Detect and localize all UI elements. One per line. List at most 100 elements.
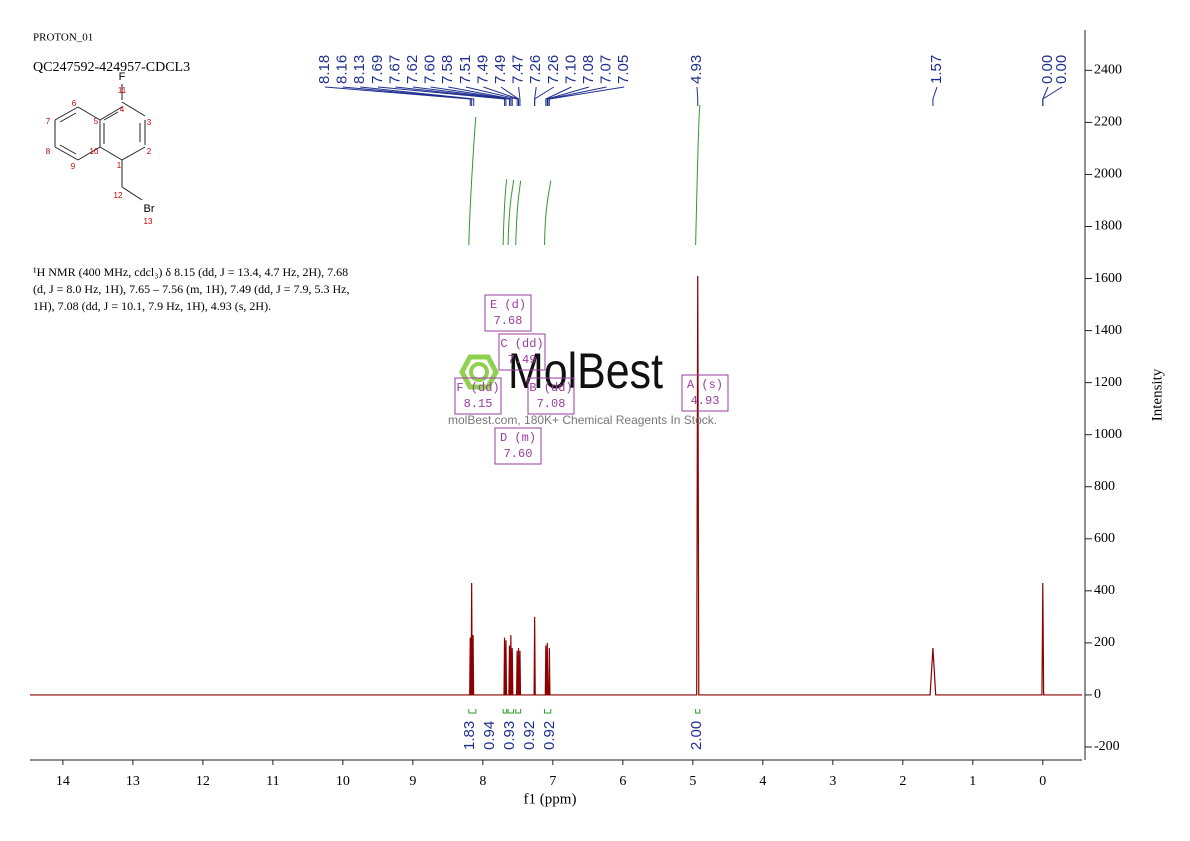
peak-label: 7.08	[580, 55, 597, 84]
sample-name: QC247592-424957-CDCL3	[33, 60, 190, 75]
multiplet-name: C (dd)	[500, 337, 543, 351]
x-tick-label: 8	[479, 774, 486, 789]
peak-label: 7.26	[527, 55, 544, 84]
peak-leader	[534, 86, 555, 106]
peak-label: 8.18	[316, 55, 333, 84]
integral-curve	[502, 179, 508, 246]
x-tick-label: 11	[266, 774, 279, 789]
atom-label: 5	[94, 117, 99, 126]
nmr-description: (d, J = 8.0 Hz, 1H), 7.65 – 7.56 (m, 1H)…	[33, 282, 350, 296]
integral-label: 0.92	[521, 721, 538, 750]
multiplet-name: D (m)	[500, 431, 536, 445]
watermark-logo-icon	[459, 354, 499, 390]
integral-label: 0.94	[481, 721, 498, 750]
atom-label: Br	[144, 203, 155, 215]
peak-leader	[545, 86, 572, 106]
multiplet-name: A (s)	[687, 378, 723, 392]
atom-label: 4	[120, 105, 125, 114]
peak-leader	[696, 86, 699, 106]
integral-curve	[695, 104, 701, 246]
atom-label: F	[119, 71, 126, 83]
multiplet-shift: 4.93	[691, 394, 720, 408]
integral-curve	[515, 180, 522, 246]
atom-label: 12	[114, 191, 123, 200]
multiplet-box	[484, 294, 532, 332]
x-tick-label: 6	[619, 774, 626, 789]
integral-bracket	[468, 709, 477, 714]
y-tick-label: 400	[1094, 583, 1115, 598]
peak-leader	[448, 86, 513, 106]
peak-label: 7.49	[474, 55, 491, 84]
peak-leader	[548, 86, 625, 106]
y-tick-label: 1200	[1094, 375, 1122, 390]
multiplet-box	[498, 333, 546, 371]
integral-bracket	[507, 709, 515, 714]
peak-label: 7.07	[598, 55, 615, 84]
integral-bracket	[502, 709, 508, 714]
x-axis-label: f1 (ppm)	[524, 791, 577, 807]
peak-label: 1.57	[928, 55, 945, 84]
peak-leader	[518, 86, 521, 106]
peak-label: 7.47	[510, 55, 527, 84]
x-tick-label: 13	[126, 774, 140, 789]
atom-label: 10	[90, 147, 99, 156]
y-tick-label: 200	[1094, 635, 1115, 650]
x-tick-label: 0	[1039, 774, 1046, 789]
integral-label: 1.83	[461, 721, 478, 750]
atom-label: 11	[118, 86, 127, 95]
atom-label: 3	[147, 118, 152, 127]
integral-curve	[468, 116, 477, 246]
multiplet-name: F (dd)	[456, 381, 499, 395]
peak-label: 7.05	[615, 55, 632, 84]
atom-label: 6	[72, 99, 77, 108]
multiplet-box	[527, 377, 575, 415]
atom-label: 9	[71, 162, 76, 171]
y-tick-label: 1600	[1094, 271, 1122, 286]
x-tick-label: 2	[899, 774, 906, 789]
integral-curve	[543, 180, 552, 246]
integral-bracket	[515, 709, 522, 714]
nmr-description: ¹H NMR (400 MHz, cdcl₃) δ 8.15 (dd, J = …	[33, 265, 348, 279]
atom-label: 1	[117, 161, 122, 170]
integral-label: 2.00	[688, 721, 705, 750]
peak-label: 8.13	[351, 55, 368, 84]
x-tick-label: 10	[336, 774, 350, 789]
peak-leader	[546, 86, 590, 106]
multiplet-name: B (dd)	[529, 381, 572, 395]
peak-label: 8.16	[334, 55, 351, 84]
y-tick-label: 1000	[1094, 427, 1122, 442]
spectrum-line	[30, 275, 1082, 696]
peak-label: 0.00	[1053, 55, 1070, 84]
y-tick-label: 0	[1094, 687, 1101, 702]
y-tick-label: 1800	[1094, 219, 1122, 234]
integral-bracket	[695, 709, 701, 714]
peak-leader	[932, 86, 938, 106]
multiplet-shift: 7.49	[508, 353, 537, 367]
peak-label: 7.69	[369, 55, 386, 84]
x-tick-label: 7	[549, 774, 556, 789]
peak-leader	[547, 86, 607, 106]
peak-label: 7.51	[457, 55, 474, 84]
y-tick-label: -200	[1094, 739, 1120, 754]
x-tick-label: 14	[56, 774, 70, 789]
watermark-logo: MolBest	[508, 343, 663, 399]
structure-bonds	[54, 84, 146, 201]
peak-label: 7.26	[545, 55, 562, 84]
x-tick-label: 5	[689, 774, 696, 789]
y-tick-label: 2400	[1094, 63, 1122, 78]
multiplet-box	[681, 374, 729, 412]
multiplet-shift: 8.15	[464, 397, 493, 411]
peak-label: 7.58	[439, 55, 456, 84]
y-tick-label: 2200	[1094, 115, 1122, 130]
x-tick-label: 4	[759, 774, 766, 789]
peak-label: 7.49	[492, 55, 509, 84]
integral-curve	[507, 179, 515, 246]
multiplet-name: E (d)	[490, 298, 526, 312]
y-tick-label: 800	[1094, 479, 1115, 494]
y-tick-label: 600	[1094, 531, 1115, 546]
x-tick-label: 12	[196, 774, 210, 789]
peak-label: 7.60	[422, 55, 439, 84]
multiplet-shift: 7.68	[494, 314, 523, 328]
x-tick-label: 9	[409, 774, 416, 789]
